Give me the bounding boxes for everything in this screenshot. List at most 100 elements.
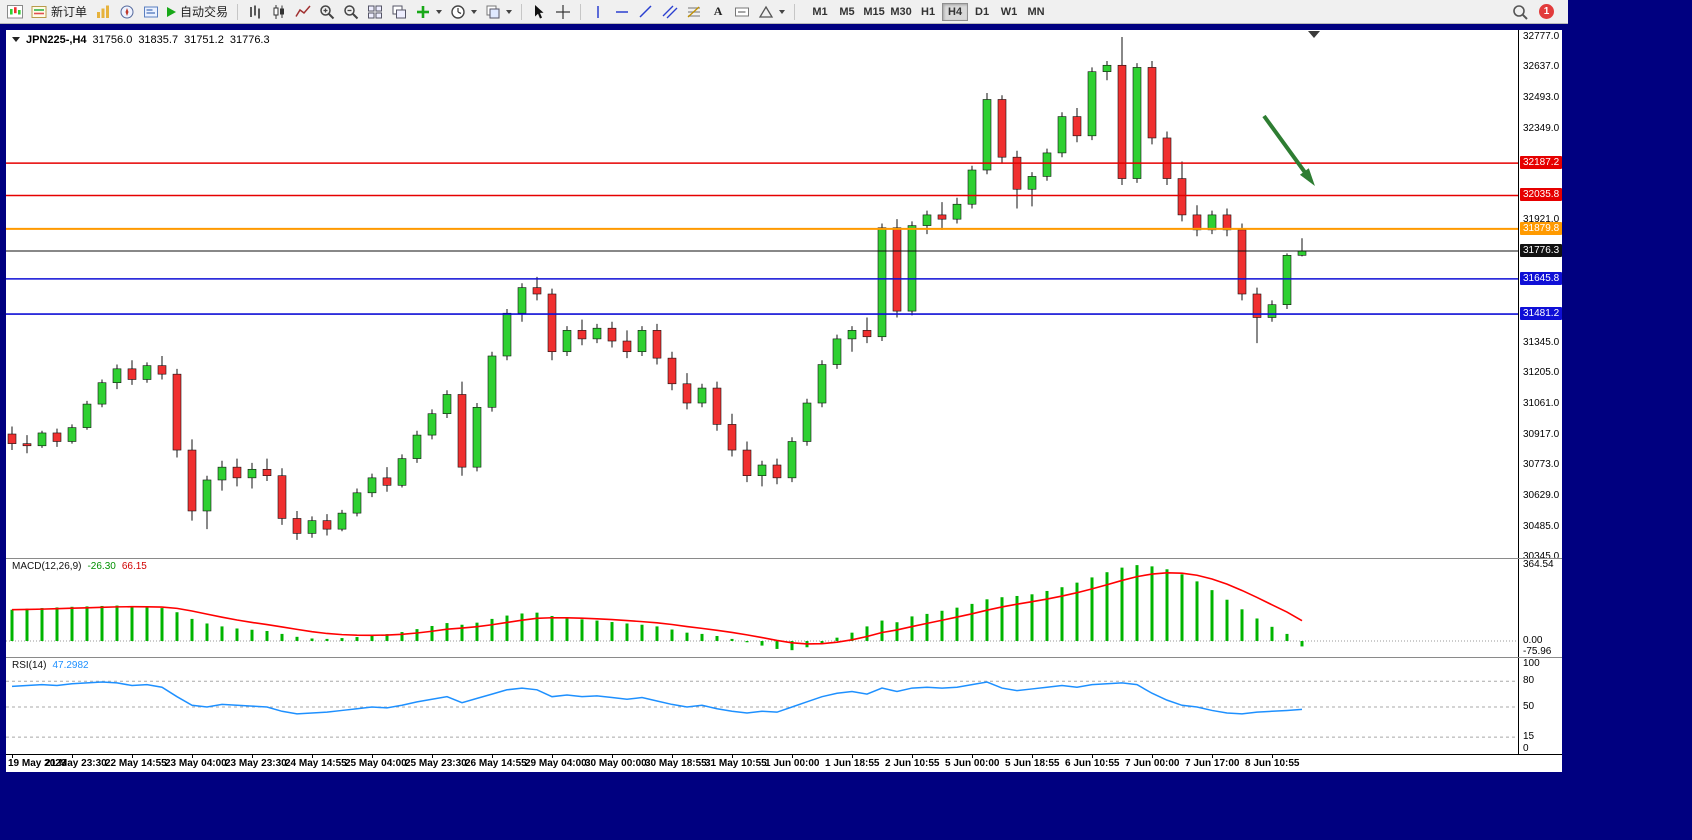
zoom-out-button[interactable] (340, 2, 362, 22)
price-tick-label: 30773.0 (1523, 459, 1560, 471)
zoom-in-button[interactable] (316, 2, 338, 22)
candle-body (1042, 152, 1052, 177)
low-value: 31751.2 (184, 33, 224, 46)
macd-bar (130, 606, 134, 641)
candle-body (487, 355, 497, 408)
label-tool-button[interactable] (731, 2, 753, 22)
macd-bar (430, 625, 434, 641)
macd-bar (1300, 641, 1304, 647)
candle-body (862, 330, 872, 338)
candle-body (112, 368, 122, 384)
line-chart-button[interactable] (292, 2, 314, 22)
candle-body (277, 475, 287, 519)
candle-body (97, 382, 107, 405)
candle-body (292, 518, 302, 534)
time-label: 25 May 23:30 (405, 758, 467, 769)
rsi-axis-label: 50 (1523, 701, 1535, 712)
rsi-canvas[interactable] (6, 658, 1518, 754)
candle-body (82, 403, 92, 428)
candlestick-chart-button[interactable] (268, 2, 290, 22)
macd-bar (1030, 594, 1034, 641)
timeframe-mn[interactable]: MN (1023, 3, 1049, 21)
new-chart-button[interactable] (4, 2, 26, 22)
time-tick (192, 755, 193, 758)
timeframe-h1[interactable]: H1 (915, 3, 941, 21)
time-label: 1 Jun 18:55 (825, 758, 880, 769)
cascade-windows-button[interactable] (388, 2, 410, 22)
bar-chart-button[interactable] (244, 2, 266, 22)
clock-icon (451, 4, 465, 19)
timeframe-h4[interactable]: H4 (942, 2, 969, 21)
navigator-button[interactable] (116, 2, 138, 22)
search-button[interactable] (1509, 2, 1531, 22)
vertical-line-tool-button[interactable] (587, 2, 609, 22)
macd-bar (955, 607, 959, 641)
macd-axis-label: 364.54 (1523, 559, 1554, 570)
chart-area: 32777.0 32637.0 32493.0 32349.0 31921.0 31345… (6, 30, 1562, 772)
macd-bar (1195, 581, 1199, 641)
time-tick (252, 755, 253, 758)
price-axis[interactable]: 32777.0 32637.0 32493.0 32349.0 31921.0 31345… (1518, 30, 1562, 562)
time-axis[interactable]: 19 May 2023 21 May 23:30 22 May 14:55 23 Ma… (6, 754, 1562, 772)
timeframe-m5[interactable]: M5 (834, 3, 860, 21)
candle-body (532, 287, 542, 295)
macd-axis[interactable]: 364.54 0.00 -75.96 (1518, 559, 1562, 657)
terminal-button[interactable] (140, 2, 162, 22)
price-tick-label: 32637.0 (1523, 60, 1560, 72)
arrow-annotation[interactable] (1262, 114, 1309, 177)
time-tick (612, 755, 613, 758)
toolbar-separator (794, 3, 796, 20)
text-tool-icon: A (713, 4, 723, 18)
macd-canvas[interactable] (6, 559, 1518, 657)
timeframe-m1[interactable]: M1 (807, 3, 833, 21)
text-tool-button[interactable]: A (707, 2, 729, 22)
tile-windows-icon (368, 5, 383, 18)
one-click-trading-caret[interactable] (12, 37, 20, 46)
auto-trading-button[interactable]: 自动交易 (164, 2, 231, 22)
timeframe-d1[interactable]: D1 (969, 3, 995, 21)
rsi-axis[interactable]: 100 80 50 15 0 (1518, 658, 1562, 754)
macd-bar (895, 622, 899, 641)
macd-bar (460, 624, 464, 641)
chevron-down-icon (436, 10, 443, 17)
macd-bar (910, 616, 914, 641)
main-chart-canvas[interactable] (6, 30, 1518, 558)
new-order-button[interactable]: 新订单 (28, 2, 90, 22)
macd-bar (10, 609, 14, 641)
crosshair-button[interactable] (552, 2, 574, 22)
candle-body (232, 466, 242, 479)
candle-body (37, 432, 47, 447)
fibonacci-tool-button[interactable] (683, 2, 705, 22)
shapes-tool-button[interactable] (755, 2, 788, 22)
candle-body (622, 340, 632, 353)
trendline-tool-button[interactable] (635, 2, 657, 22)
templates-button[interactable] (482, 2, 515, 22)
tile-windows-button[interactable] (364, 2, 386, 22)
cursor-button[interactable] (528, 2, 550, 22)
channel-tool-button[interactable] (659, 2, 681, 22)
notification-badge[interactable]: 1 (1539, 4, 1554, 19)
time-label: 19 May 2023 (8, 758, 67, 769)
timeframe-m30[interactable]: M30 (888, 3, 914, 21)
macd-bar (640, 624, 644, 641)
candle-body (607, 327, 617, 342)
candle-body (22, 443, 32, 447)
candle-body (427, 413, 437, 436)
timeframe-m15[interactable]: M15 (861, 3, 887, 21)
time-tick (492, 755, 493, 758)
time-label: 2 Jun 10:55 (885, 758, 940, 769)
candle-body (217, 466, 227, 481)
candle-body (502, 312, 512, 357)
time-tick (1092, 755, 1093, 758)
market-watch-button[interactable] (92, 2, 114, 22)
candle-body (1192, 214, 1202, 231)
periods-button[interactable] (447, 2, 480, 22)
rsi-label: RSI(14) 47.2982 (12, 660, 89, 671)
candle-body (817, 364, 827, 404)
macd-bar (1210, 590, 1214, 641)
toolbar-right-group: 1 (1509, 2, 1564, 22)
horizontal-line-tool-button[interactable] (611, 2, 633, 22)
indicators-button[interactable] (412, 2, 445, 22)
timeframe-w1[interactable]: W1 (996, 3, 1022, 21)
macd-bar (835, 637, 839, 641)
